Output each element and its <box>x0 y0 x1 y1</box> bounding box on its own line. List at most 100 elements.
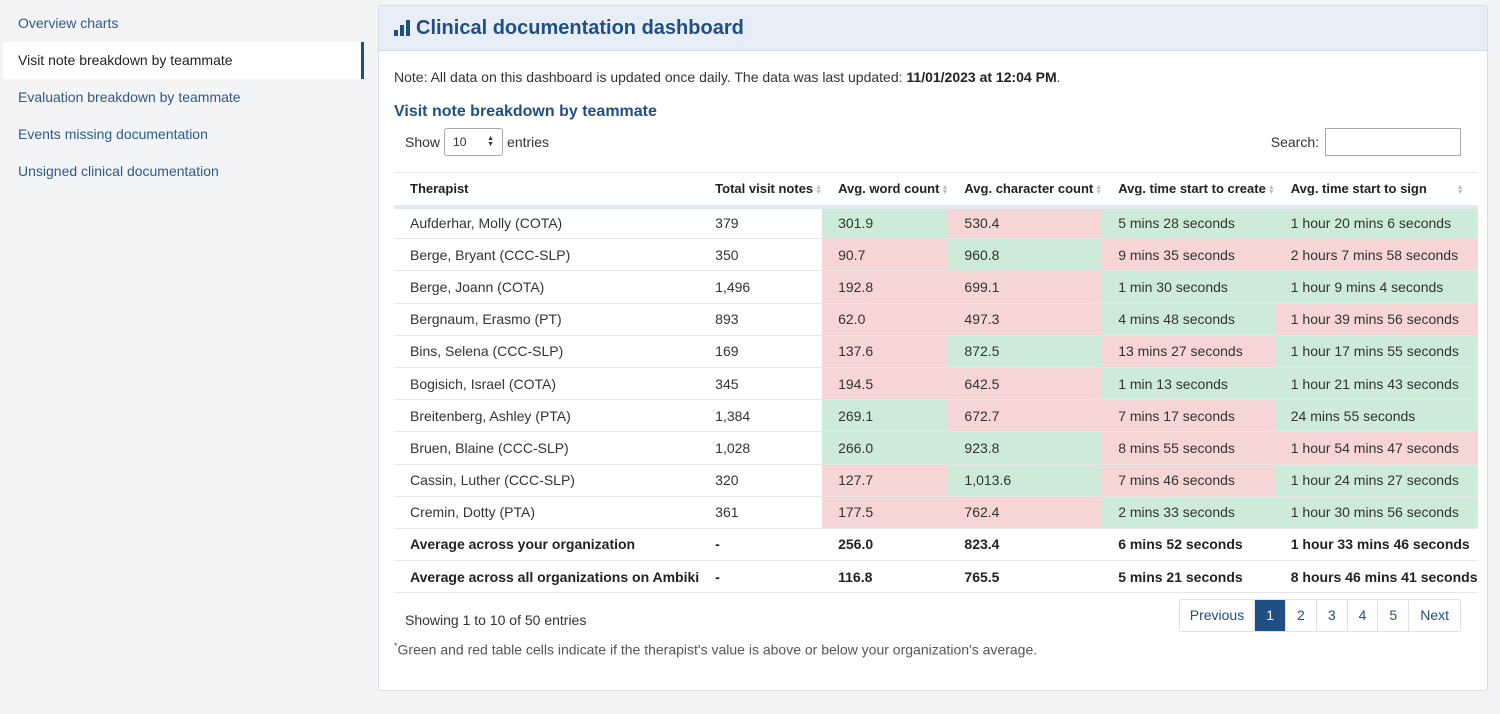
teammate-table: Therapist Total visit notes ▲ ▼ Avg. word … <box>394 172 1478 594</box>
page-button-3[interactable]: 3 <box>1315 600 1347 631</box>
avg-time-sign-cell: 1 hour 39 mins 56 seconds <box>1274 303 1478 336</box>
table-row: Berge, Joann (COTA) 1,496 192.8 699.1 1 min … <box>394 270 1478 304</box>
avg-character-count-cell: 762.4 <box>948 496 1103 529</box>
table-row: Cassin, Luther (CCC-SLP) 320 127.7 1,013.6 7… <box>394 464 1478 497</box>
avg-time-create-cell: 7 mins 17 seconds <box>1102 399 1275 433</box>
average-label-cell: Average across your organization <box>394 528 700 562</box>
avg-time-sign-cell: 1 hour 21 mins 43 seconds <box>1274 367 1478 401</box>
search-control: Search: <box>1271 128 1461 156</box>
avg-time-create-cell: 7 mins 46 seconds <box>1102 464 1275 497</box>
avg-character-count-cell: 699.1 <box>948 270 1103 304</box>
sidebar: Overview charts Visit note breakdown by … <box>0 0 364 714</box>
total-visit-notes-cell: 893 <box>699 303 823 336</box>
therapist-cell: Bogisich, Israel (COTA) <box>394 367 700 401</box>
pagination: Previous 1 2 3 4 5 Next <box>1178 599 1461 632</box>
total-visit-notes-cell: 1,384 <box>699 399 823 433</box>
avg-word-count-cell: 177.5 <box>822 496 949 529</box>
entries-label: entries <box>507 134 550 150</box>
sort-icon: ▲ ▼ <box>1095 183 1103 196</box>
column-header-avg-time-create[interactable]: Avg. time start to create ▲ ▼ <box>1102 172 1275 209</box>
avg-word-count-cell: 90.7 <box>822 238 949 272</box>
column-label: Avg. word count <box>838 181 940 197</box>
average-sign-cell: 1 hour 33 mins 46 seconds <box>1274 528 1478 562</box>
average-create-cell: 5 mins 21 seconds <box>1102 560 1275 594</box>
therapist-cell: Cassin, Luther (CCC-SLP) <box>394 464 700 497</box>
avg-word-count-cell: 269.1 <box>822 399 949 433</box>
table-row: Aufderhar, Molly (COTA) 379 301.9 530.4 5 mi… <box>394 206 1478 240</box>
average-chars-cell: 765.5 <box>948 560 1103 594</box>
avg-time-create-cell: 4 mins 48 seconds <box>1102 303 1275 336</box>
column-header-avg-character-count[interactable]: Avg. character count ▲ ▼ <box>948 172 1103 209</box>
column-header-therapist[interactable]: Therapist <box>394 172 700 209</box>
avg-word-count-cell: 192.8 <box>822 270 949 304</box>
page-title: Clinical documentation dashboard <box>416 16 744 39</box>
average-create-cell: 6 mins 52 seconds <box>1102 528 1275 562</box>
page-button-1[interactable]: 1 <box>1254 600 1286 631</box>
therapist-cell: Cremin, Dotty (PTA) <box>394 496 700 529</box>
column-label: Total visit notes <box>715 181 814 197</box>
column-header-total-visit-notes[interactable]: Total visit notes ▲ ▼ <box>699 172 823 209</box>
next-page-button[interactable]: Next <box>1408 600 1460 631</box>
avg-time-sign-cell: 1 hour 9 mins 4 seconds <box>1274 270 1478 304</box>
previous-page-button[interactable]: Previous <box>1179 600 1255 631</box>
table-row: Bogisich, Israel (COTA) 345 194.5 642.5 1 mi… <box>394 367 1478 401</box>
avg-character-count-cell: 960.8 <box>948 238 1103 272</box>
avg-character-count-cell: 872.5 <box>948 335 1103 368</box>
total-visit-notes-cell: 1,496 <box>699 270 823 304</box>
sort-icon: ▲ ▼ <box>815 183 823 196</box>
sidebar-nav: Overview charts Visit note breakdown by … <box>0 0 364 190</box>
sidebar-item-events-missing-documentation[interactable]: Events missing documentation <box>18 126 208 142</box>
page-button-5[interactable]: 5 <box>1377 600 1409 631</box>
page-button-2[interactable]: 2 <box>1285 600 1316 631</box>
table-row: Breitenberg, Ashley (PTA) 1,384 269.1 672.7… <box>394 399 1478 433</box>
avg-word-count-cell: 62.0 <box>822 303 949 336</box>
therapist-cell: Bins, Selena (CCC-SLP) <box>394 335 700 368</box>
column-label: Avg. character count <box>964 181 1094 197</box>
bar-chart-icon <box>394 20 410 36</box>
avg-time-create-cell: 5 mins 28 seconds <box>1102 206 1275 240</box>
avg-time-create-cell: 2 mins 33 seconds <box>1102 496 1275 529</box>
avg-word-count-cell: 194.5 <box>822 367 949 401</box>
avg-time-create-cell: 8 mins 55 seconds <box>1102 431 1275 465</box>
table-row: Bergnaum, Erasmo (PT) 893 62.0 497.3 4 mins … <box>394 303 1478 336</box>
avg-character-count-cell: 530.4 <box>948 206 1103 240</box>
avg-time-sign-cell: 2 hours 7 mins 58 seconds <box>1274 238 1478 272</box>
average-chars-cell: 823.4 <box>948 528 1103 562</box>
sidebar-item-unsigned-documentation[interactable]: Unsigned clinical documentation <box>18 163 219 179</box>
avg-word-count-cell: 137.6 <box>822 335 949 368</box>
panel-header: Clinical documentation dashboard <box>379 6 1487 51</box>
page-button-4[interactable]: 4 <box>1346 600 1378 631</box>
avg-character-count-cell: 672.7 <box>948 399 1103 433</box>
table-header-row: Therapist Total visit notes ▲ ▼ Avg. word … <box>394 172 1478 209</box>
average-total-cell: - <box>699 560 823 594</box>
search-input[interactable] <box>1325 128 1461 156</box>
total-visit-notes-cell: 1,028 <box>699 431 823 465</box>
sort-icon: ▲ ▼ <box>1456 183 1464 196</box>
total-visit-notes-cell: 345 <box>699 367 823 401</box>
entries-per-page-value: 10 <box>453 135 467 149</box>
avg-word-count-cell: 127.7 <box>822 464 949 497</box>
footnote-text: Green and red table cells indicate if th… <box>397 641 1038 658</box>
update-note-suffix: . <box>1056 69 1061 85</box>
avg-character-count-cell: 1,013.6 <box>948 464 1103 497</box>
column-label: Therapist <box>410 181 469 197</box>
table-info: Showing 1 to 10 of 50 entries <box>405 612 587 628</box>
therapist-cell: Bergnaum, Erasmo (PT) <box>394 303 700 336</box>
section-title: Visit note breakdown by teammate <box>394 103 657 120</box>
average-label-cell: Average across all organizations on Ambi… <box>394 560 700 594</box>
avg-word-count-cell: 266.0 <box>822 431 949 465</box>
sidebar-item-visit-note-breakdown[interactable]: Visit note breakdown by teammate <box>3 42 364 79</box>
avg-time-sign-cell: 1 hour 30 mins 56 seconds <box>1274 496 1478 529</box>
column-header-avg-word-count[interactable]: Avg. word count ▲ ▼ <box>822 172 949 209</box>
sort-icon: ▲ ▼ <box>1267 183 1275 196</box>
select-arrows-icon: ▲ ▼ <box>487 135 495 148</box>
sidebar-item-overview-charts[interactable]: Overview charts <box>18 15 119 31</box>
column-header-avg-time-sign[interactable]: Avg. time start to sign ▲ ▼ <box>1274 172 1478 209</box>
total-visit-notes-cell: 350 <box>699 238 823 272</box>
entries-per-page-select[interactable]: 10 ▲ ▼ <box>444 128 504 156</box>
table-row: Bruen, Blaine (CCC-SLP) 1,028 266.0 923.8 8 … <box>394 431 1478 465</box>
avg-time-sign-cell: 1 hour 17 mins 55 seconds <box>1274 335 1478 368</box>
average-words-cell: 116.8 <box>822 560 949 594</box>
table-row: Berge, Bryant (CCC-SLP) 350 90.7 960.8 9 min… <box>394 238 1478 272</box>
sidebar-item-evaluation-breakdown[interactable]: Evaluation breakdown by teammate <box>18 89 241 105</box>
